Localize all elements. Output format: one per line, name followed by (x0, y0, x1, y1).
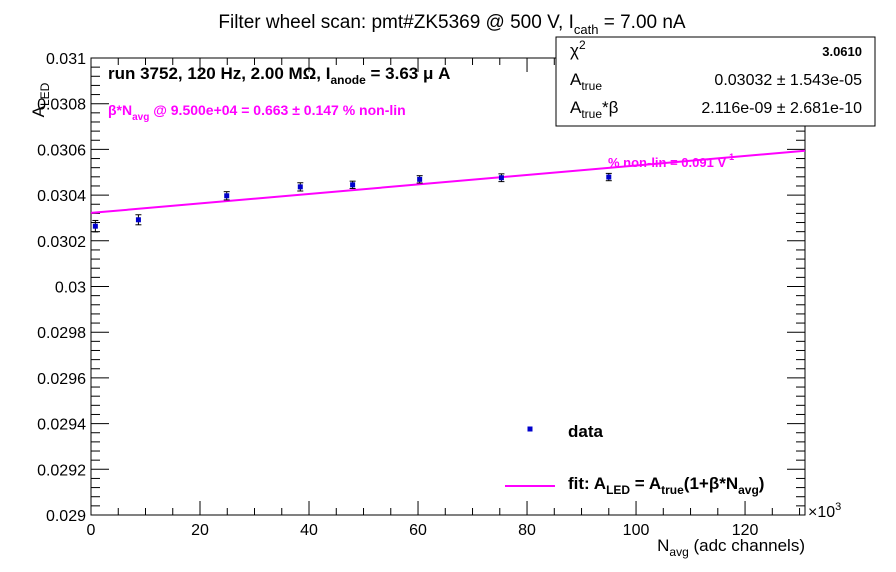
fit-nonlin-annotation: % non-lin = 0.091 V-1 (608, 152, 734, 170)
fit-series (90, 149, 806, 214)
data-point (416, 175, 423, 184)
run-info-annotation: run 3752, 120 Hz, 2.00 MΩ, Ianode = 3.63… (108, 64, 450, 87)
data-marker (92, 223, 98, 229)
data-marker (135, 217, 141, 223)
stats-row-label: χ2 (570, 38, 586, 60)
y-axis: 0.029 0.0292 0.0294 0.0296 0.0298 0.03 0.0302 0… (37, 51, 805, 525)
stats-row-label: Atrue (570, 70, 602, 93)
stats-box-frame (555, 36, 876, 127)
x-tick-label: 60 (409, 522, 427, 539)
data-series (92, 172, 612, 233)
x-tick-label: 40 (300, 522, 318, 539)
x-tick-label: 100 (623, 522, 650, 539)
fit-line (90, 149, 806, 214)
plot-frame (90, 57, 806, 516)
data-point (135, 214, 142, 226)
data-point (92, 219, 99, 233)
y-tick-label: 0.0296 (37, 371, 86, 388)
x-tick-label: 20 (191, 522, 209, 539)
data-point (605, 172, 612, 182)
chart-title: Filter wheel scan: pmt#ZK5369 @ 500 V, I… (218, 12, 686, 37)
data-point (297, 182, 304, 192)
legend: data fit: ALED = Atrue(1+β*Navg) (505, 422, 764, 497)
data-marker (350, 182, 356, 188)
data-marker (417, 176, 423, 182)
legend-data-label: data (568, 422, 604, 441)
data-point (223, 191, 230, 201)
data-point (498, 173, 505, 183)
legend-data-marker (527, 426, 533, 432)
y-tick-label: 0.0298 (37, 325, 86, 342)
y-axis-title: ALED (29, 82, 52, 117)
x-tick-label: 0 (87, 522, 96, 539)
stats-row-value: 0.03032 ± 1.543e-05 (714, 72, 862, 89)
y-tick-label: 0.0306 (37, 142, 86, 159)
y-tick-label: 0.03 (55, 280, 86, 297)
y-tick-label: 0.031 (46, 51, 86, 68)
data-marker (297, 184, 303, 190)
y-tick-label: 0.0308 (37, 97, 86, 114)
data-marker (498, 175, 504, 181)
y-tick-label: 0.0302 (37, 234, 86, 251)
stats-row-value: 3.0610 (822, 44, 862, 59)
y-tick-label: 0.029 (46, 508, 86, 525)
x-tick-label: 80 (518, 522, 536, 539)
x-axis: 0 20 40 60 80 100 120 (87, 58, 801, 539)
nonlin-annotation: β*Navg @ 9.500e+04 = 0.663 ± 0.147 % non… (108, 102, 406, 123)
legend-fit-label: fit: ALED = Atrue(1+β*Navg) (568, 474, 764, 497)
y-tick-label: 0.0292 (37, 462, 86, 479)
y-tick-label: 0.0294 (37, 417, 86, 434)
data-marker (606, 174, 612, 180)
x-tick-label: 120 (732, 522, 759, 539)
x-axis-title: Navg (adc channels) (657, 536, 805, 559)
x-axis-multiplier: ×103 (808, 501, 841, 521)
stats-box: χ2 3.0610 Atrue 0.03032 ± 1.543e-05 Atrue*β 2… (555, 36, 876, 127)
stats-row-label: Atrue*β (570, 98, 619, 121)
data-point (349, 180, 356, 189)
stats-row-value: 2.116e-09 ± 2.681e-10 (701, 100, 862, 117)
data-marker (224, 193, 230, 199)
y-tick-label: 0.0304 (37, 188, 86, 205)
